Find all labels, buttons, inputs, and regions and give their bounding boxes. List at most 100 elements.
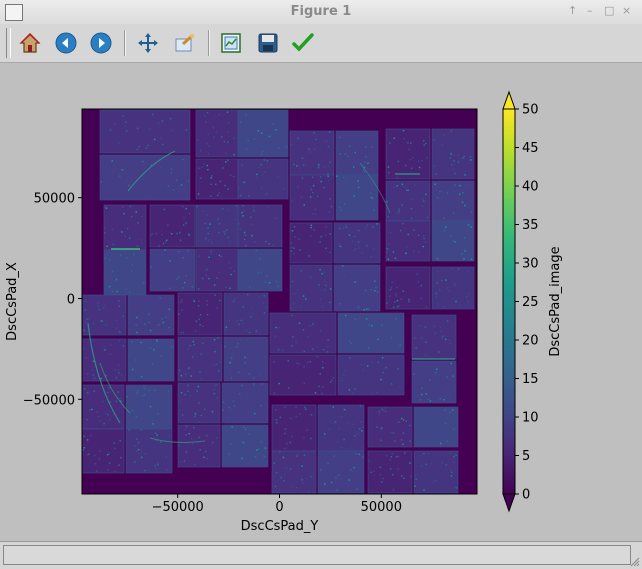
detector-pixel (128, 237, 131, 239)
resize-grip-icon[interactable] (630, 557, 640, 567)
detector-pixel (268, 135, 271, 138)
detector-pixel (243, 238, 246, 241)
detector-pixel (452, 409, 454, 411)
detector-pixel (470, 226, 472, 228)
home-icon (19, 33, 41, 53)
window-maximize-button[interactable]: □ (604, 4, 615, 17)
detector-pixel (172, 189, 175, 191)
detector-pixel (132, 368, 134, 371)
detector-pixel (444, 230, 446, 232)
detector-pixel (402, 222, 404, 225)
edit-axes-button[interactable] (289, 29, 317, 57)
app-icon (5, 4, 23, 21)
detector-pixel (129, 291, 131, 293)
detector-pixel (456, 222, 458, 225)
detector-pixel (286, 442, 288, 445)
detector-pixel (279, 416, 281, 419)
detector-pixel (319, 176, 322, 178)
detector-pixel (364, 289, 367, 292)
detector-pixel (92, 377, 95, 380)
detector-pixel (112, 243, 115, 246)
detector-pixel (396, 299, 399, 302)
detector-pixel (333, 455, 335, 457)
detector-pixel (105, 324, 107, 326)
detector-pixel (289, 441, 292, 444)
detector-pixel (157, 462, 159, 464)
home-button[interactable] (16, 29, 44, 57)
detector-pixel (224, 184, 226, 187)
detector-pixel (366, 318, 368, 320)
figure-canvas[interactable]: −50000 0 50000 50000 0 −50000 DscCsPad_Y DscCsP… (0, 63, 642, 541)
pan-button[interactable] (134, 29, 162, 57)
detector-pixel (182, 331, 184, 334)
detector-pixel (381, 481, 383, 483)
subplots-button[interactable] (217, 29, 245, 57)
detector-module (125, 428, 173, 474)
detector-pixel (229, 374, 231, 376)
detector-module (177, 424, 221, 468)
detector-pixel (364, 203, 367, 206)
detector-pixel (309, 196, 312, 198)
detector-pixel (367, 162, 369, 164)
detector-pixel (309, 360, 312, 363)
back-button[interactable] (52, 29, 80, 57)
detector-pixel (210, 195, 212, 197)
detector-module (413, 450, 459, 494)
detector-pixel (144, 453, 147, 455)
detector-pixel (451, 163, 453, 166)
detector-pixel (412, 157, 414, 159)
detector-pixel (411, 198, 413, 201)
window-minimize-button[interactable]: – (587, 4, 593, 17)
detector-pixel (159, 349, 162, 352)
detector-pixel (207, 168, 209, 171)
save-button[interactable] (254, 29, 282, 57)
window-close-button[interactable]: × (622, 4, 632, 17)
detector-pixel (202, 277, 204, 280)
detector-pixel (136, 331, 138, 334)
detector-pixel (182, 287, 184, 289)
window-raise-button[interactable]: ↑ (568, 4, 578, 17)
detector-pixel (398, 208, 400, 210)
detector-pixel (140, 375, 143, 378)
detector-pixel (331, 379, 333, 382)
detector-pixel (389, 339, 391, 342)
detector-pixel (263, 312, 266, 314)
detector-pixel (399, 324, 401, 327)
forward-button[interactable] (87, 29, 115, 57)
detector-pixel (253, 115, 255, 117)
detector-pixel (108, 285, 111, 288)
detector-pixel (144, 394, 146, 396)
detector-pixel (395, 318, 397, 320)
detector-pixel (408, 148, 410, 151)
detector-pixel (145, 147, 148, 149)
detector-pixel (450, 414, 452, 416)
detector-pixel (326, 350, 329, 353)
detector-pixel (126, 396, 128, 398)
zoom-button[interactable] (171, 29, 199, 57)
detector-pixel (426, 157, 428, 159)
toolbar-grip[interactable] (6, 28, 11, 58)
detector-pixel (233, 270, 236, 273)
detector-pixel (143, 163, 145, 165)
colorbar-label: DscCsPad_image (548, 246, 563, 356)
detector-pixel (361, 426, 364, 429)
detector-pixel (230, 273, 232, 276)
detector-pixel (290, 417, 292, 420)
detector-pixel (397, 455, 400, 458)
detector-pixel (450, 469, 452, 471)
detector-pixel (225, 229, 228, 231)
detector-pixel (273, 360, 275, 363)
detector-pixel (364, 161, 366, 163)
detector-pixel (453, 160, 455, 162)
detector-pixel (168, 435, 171, 438)
detector-pixel (430, 410, 432, 412)
detector-pixel (185, 222, 187, 224)
detector-pixel (382, 477, 384, 480)
detector-pixel (353, 466, 355, 469)
detector-pixel (386, 200, 388, 203)
detector-pixel (162, 143, 164, 146)
detector-pixel (441, 196, 444, 199)
detector-pixel (328, 428, 331, 430)
detector-pixel (305, 477, 308, 480)
detector-pixel (117, 364, 120, 366)
